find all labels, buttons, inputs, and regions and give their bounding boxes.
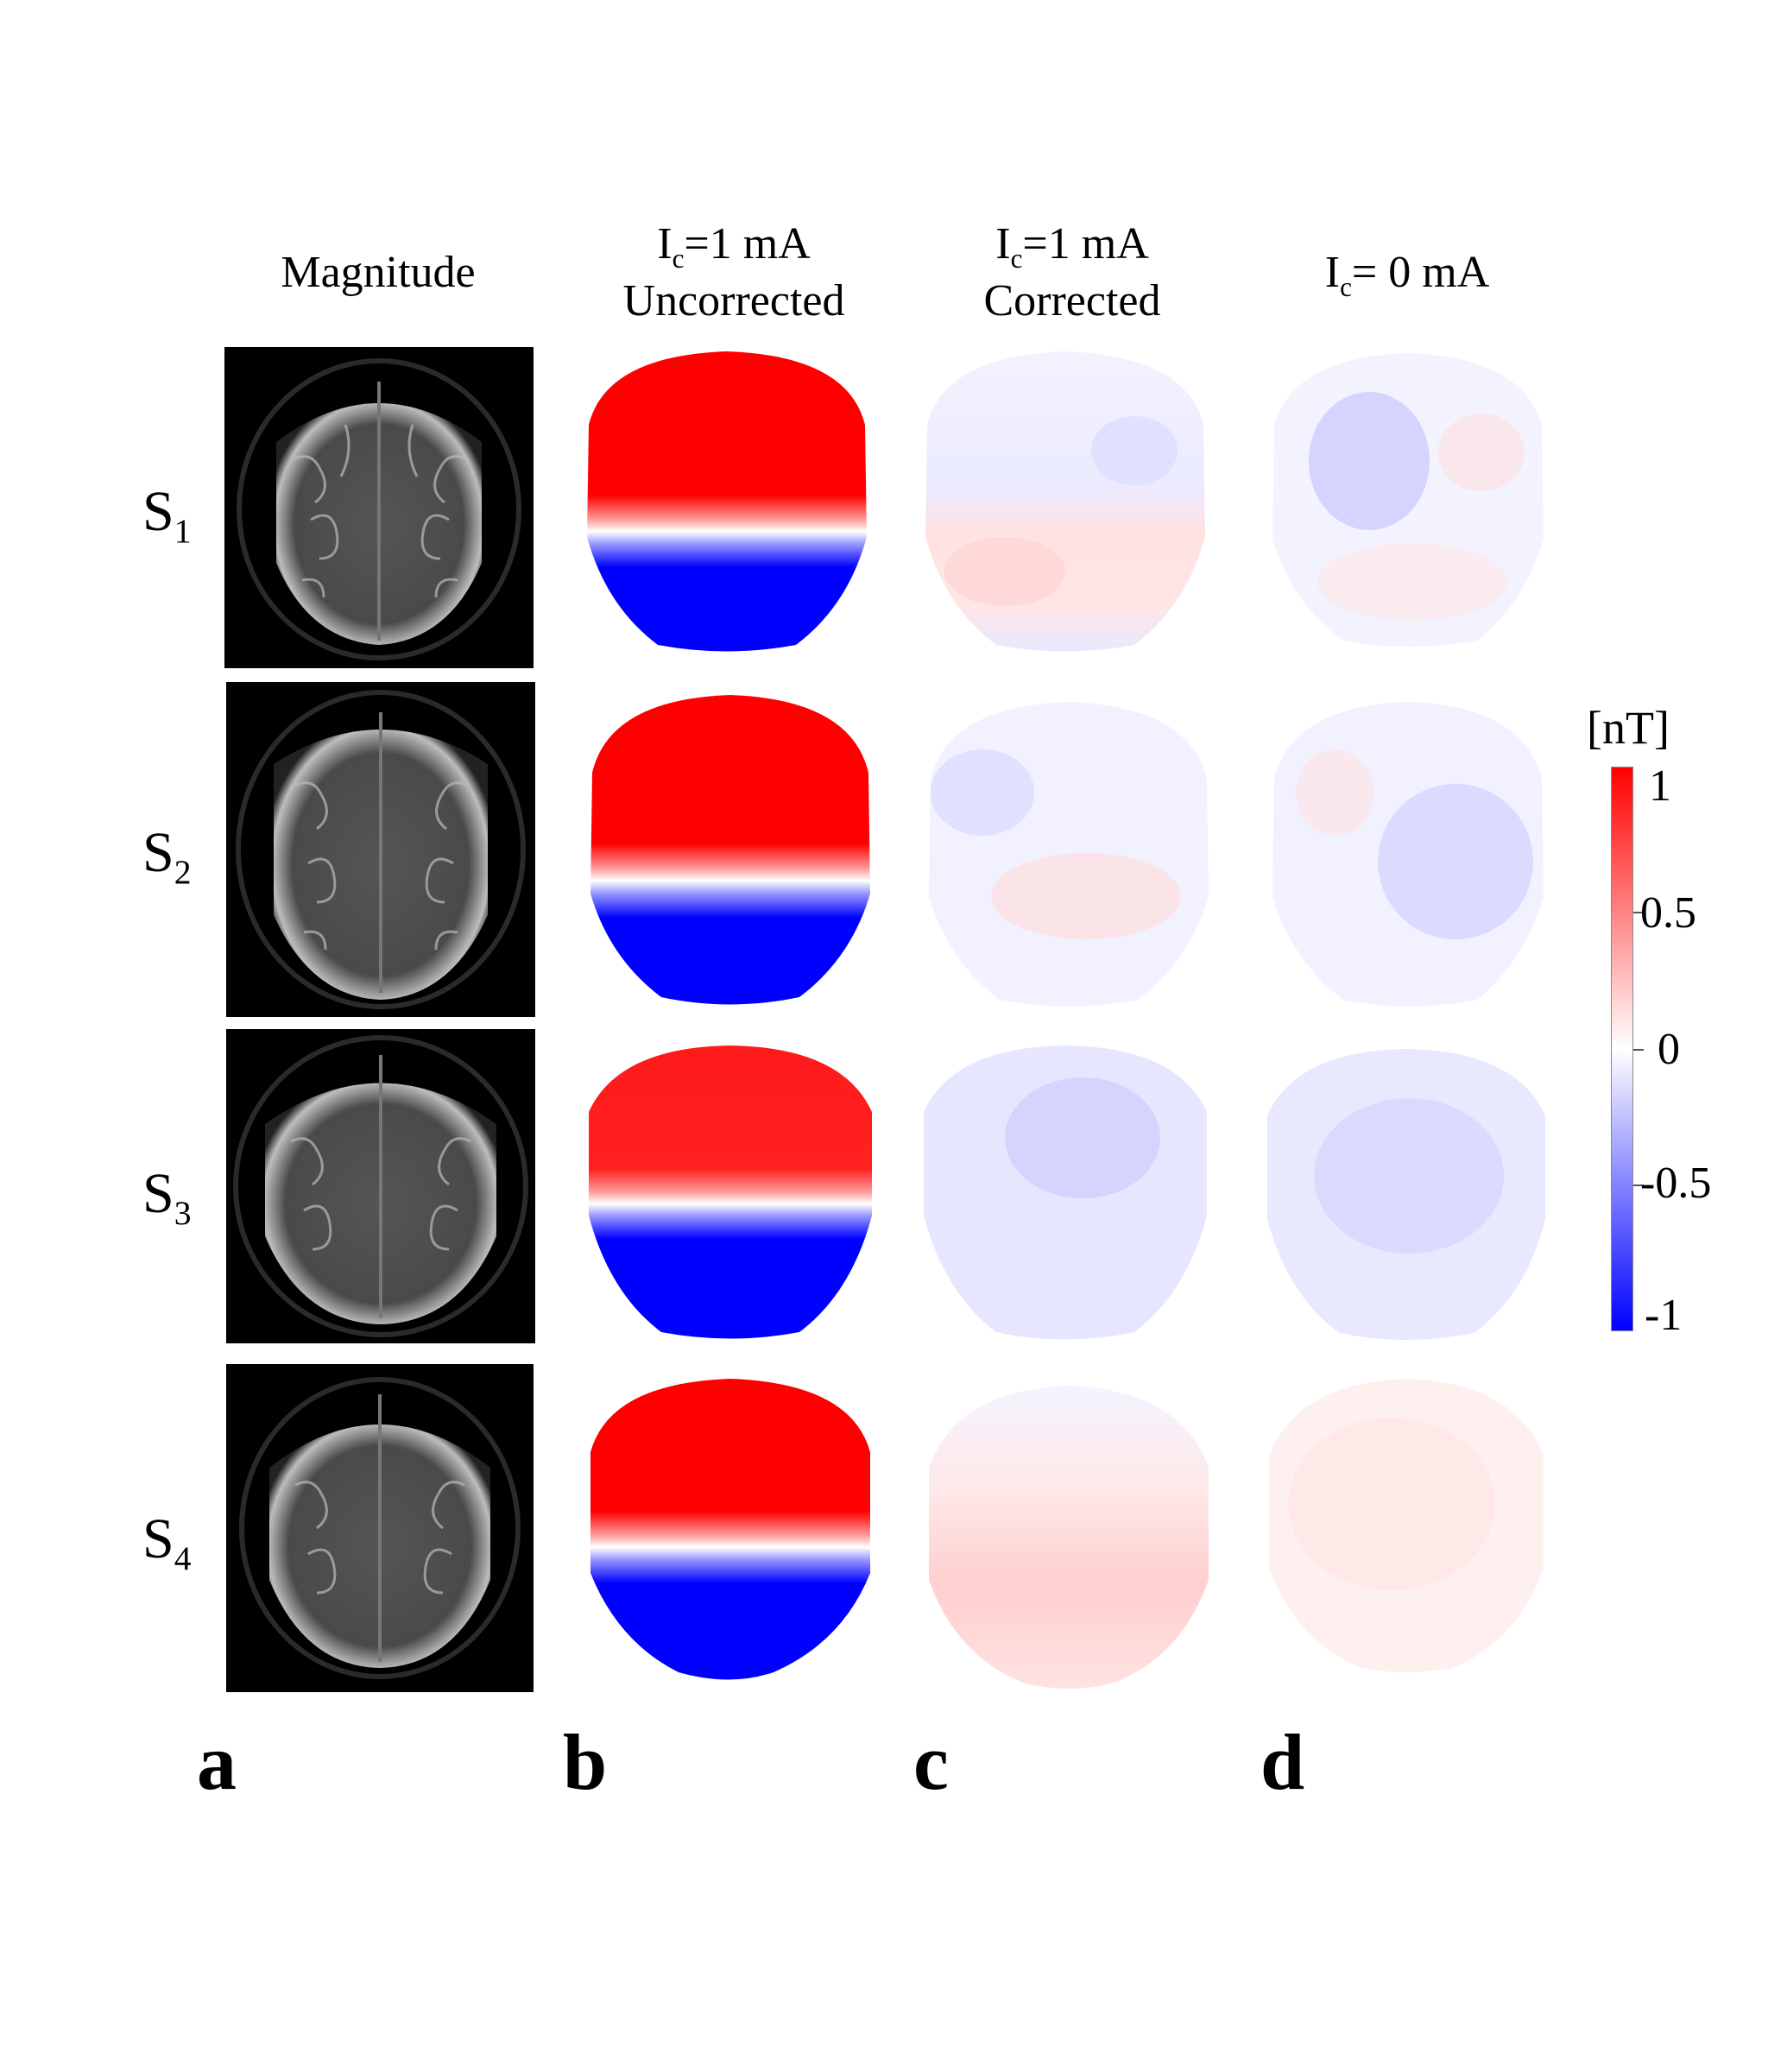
column-header-current: Ic=1 mA	[657, 219, 811, 274]
colorbar-tick	[1633, 912, 1644, 913]
colorbar-tick-label-0: 0	[1658, 1025, 1680, 1074]
colorbar-tick	[1633, 1049, 1644, 1051]
column-header-uncorrected: Ic=1 mA Uncorrected	[570, 216, 898, 330]
colorbar-tick-label-neg-1: -1	[1645, 1291, 1683, 1340]
field-map-zero-current-s1	[1272, 353, 1544, 647]
column-header-line: Corrected	[983, 276, 1161, 325]
field-map-uncorrected-s3	[589, 1045, 872, 1339]
column-header-corrected: Ic=1 mA Corrected	[908, 216, 1236, 330]
row-label-s4: S4	[142, 1507, 192, 1577]
field-map-corrected-s3	[924, 1045, 1207, 1340]
field-map-corrected-s4	[929, 1386, 1209, 1689]
field-map-uncorrected-s1	[587, 351, 867, 652]
column-header-current: Ic=1 mA	[995, 219, 1149, 274]
field-map-corrected-s1	[925, 351, 1205, 652]
column-header-line: Magnitude	[281, 248, 476, 297]
column-header-zero-current: Ic= 0 mA	[1243, 244, 1571, 301]
column-header-line: Uncorrected	[622, 276, 845, 325]
colorbar-tick-label-1: 1	[1649, 761, 1671, 811]
colorbar-tick	[1633, 1184, 1644, 1186]
row-label-s1: S1	[142, 480, 192, 550]
row-label-s2: S2	[142, 821, 192, 891]
magnitude-image-s2	[226, 682, 535, 1017]
panel-letter-d: d	[1260, 1718, 1305, 1806]
panel-letter-c: c	[913, 1718, 949, 1806]
colorbar-tick-label-neg-0.5: -0.5	[1640, 1159, 1712, 1208]
field-map-uncorrected-s4	[590, 1379, 870, 1680]
magnitude-image-s4	[226, 1364, 534, 1692]
panel-letter-a: a	[197, 1718, 237, 1806]
field-map-corrected-s2	[929, 702, 1209, 1007]
field-map-zero-current-s4	[1269, 1379, 1544, 1672]
column-header-magnitude: Magnitude	[214, 244, 542, 301]
field-map-zero-current-s3	[1267, 1049, 1545, 1340]
colorbar-tick-label-0.5: 0.5	[1640, 888, 1696, 938]
magnitude-image-s1	[224, 347, 534, 668]
panel-letter-b: b	[563, 1718, 608, 1806]
field-map-zero-current-s2	[1272, 702, 1544, 1007]
row-label-s3: S3	[142, 1162, 192, 1232]
colorbar	[1611, 767, 1633, 1331]
colorbar-unit-label: [nT]	[1587, 702, 1670, 754]
magnitude-image-s3	[226, 1029, 535, 1343]
column-header-current: Ic= 0 mA	[1324, 248, 1490, 302]
field-map-uncorrected-s2	[590, 695, 870, 1005]
